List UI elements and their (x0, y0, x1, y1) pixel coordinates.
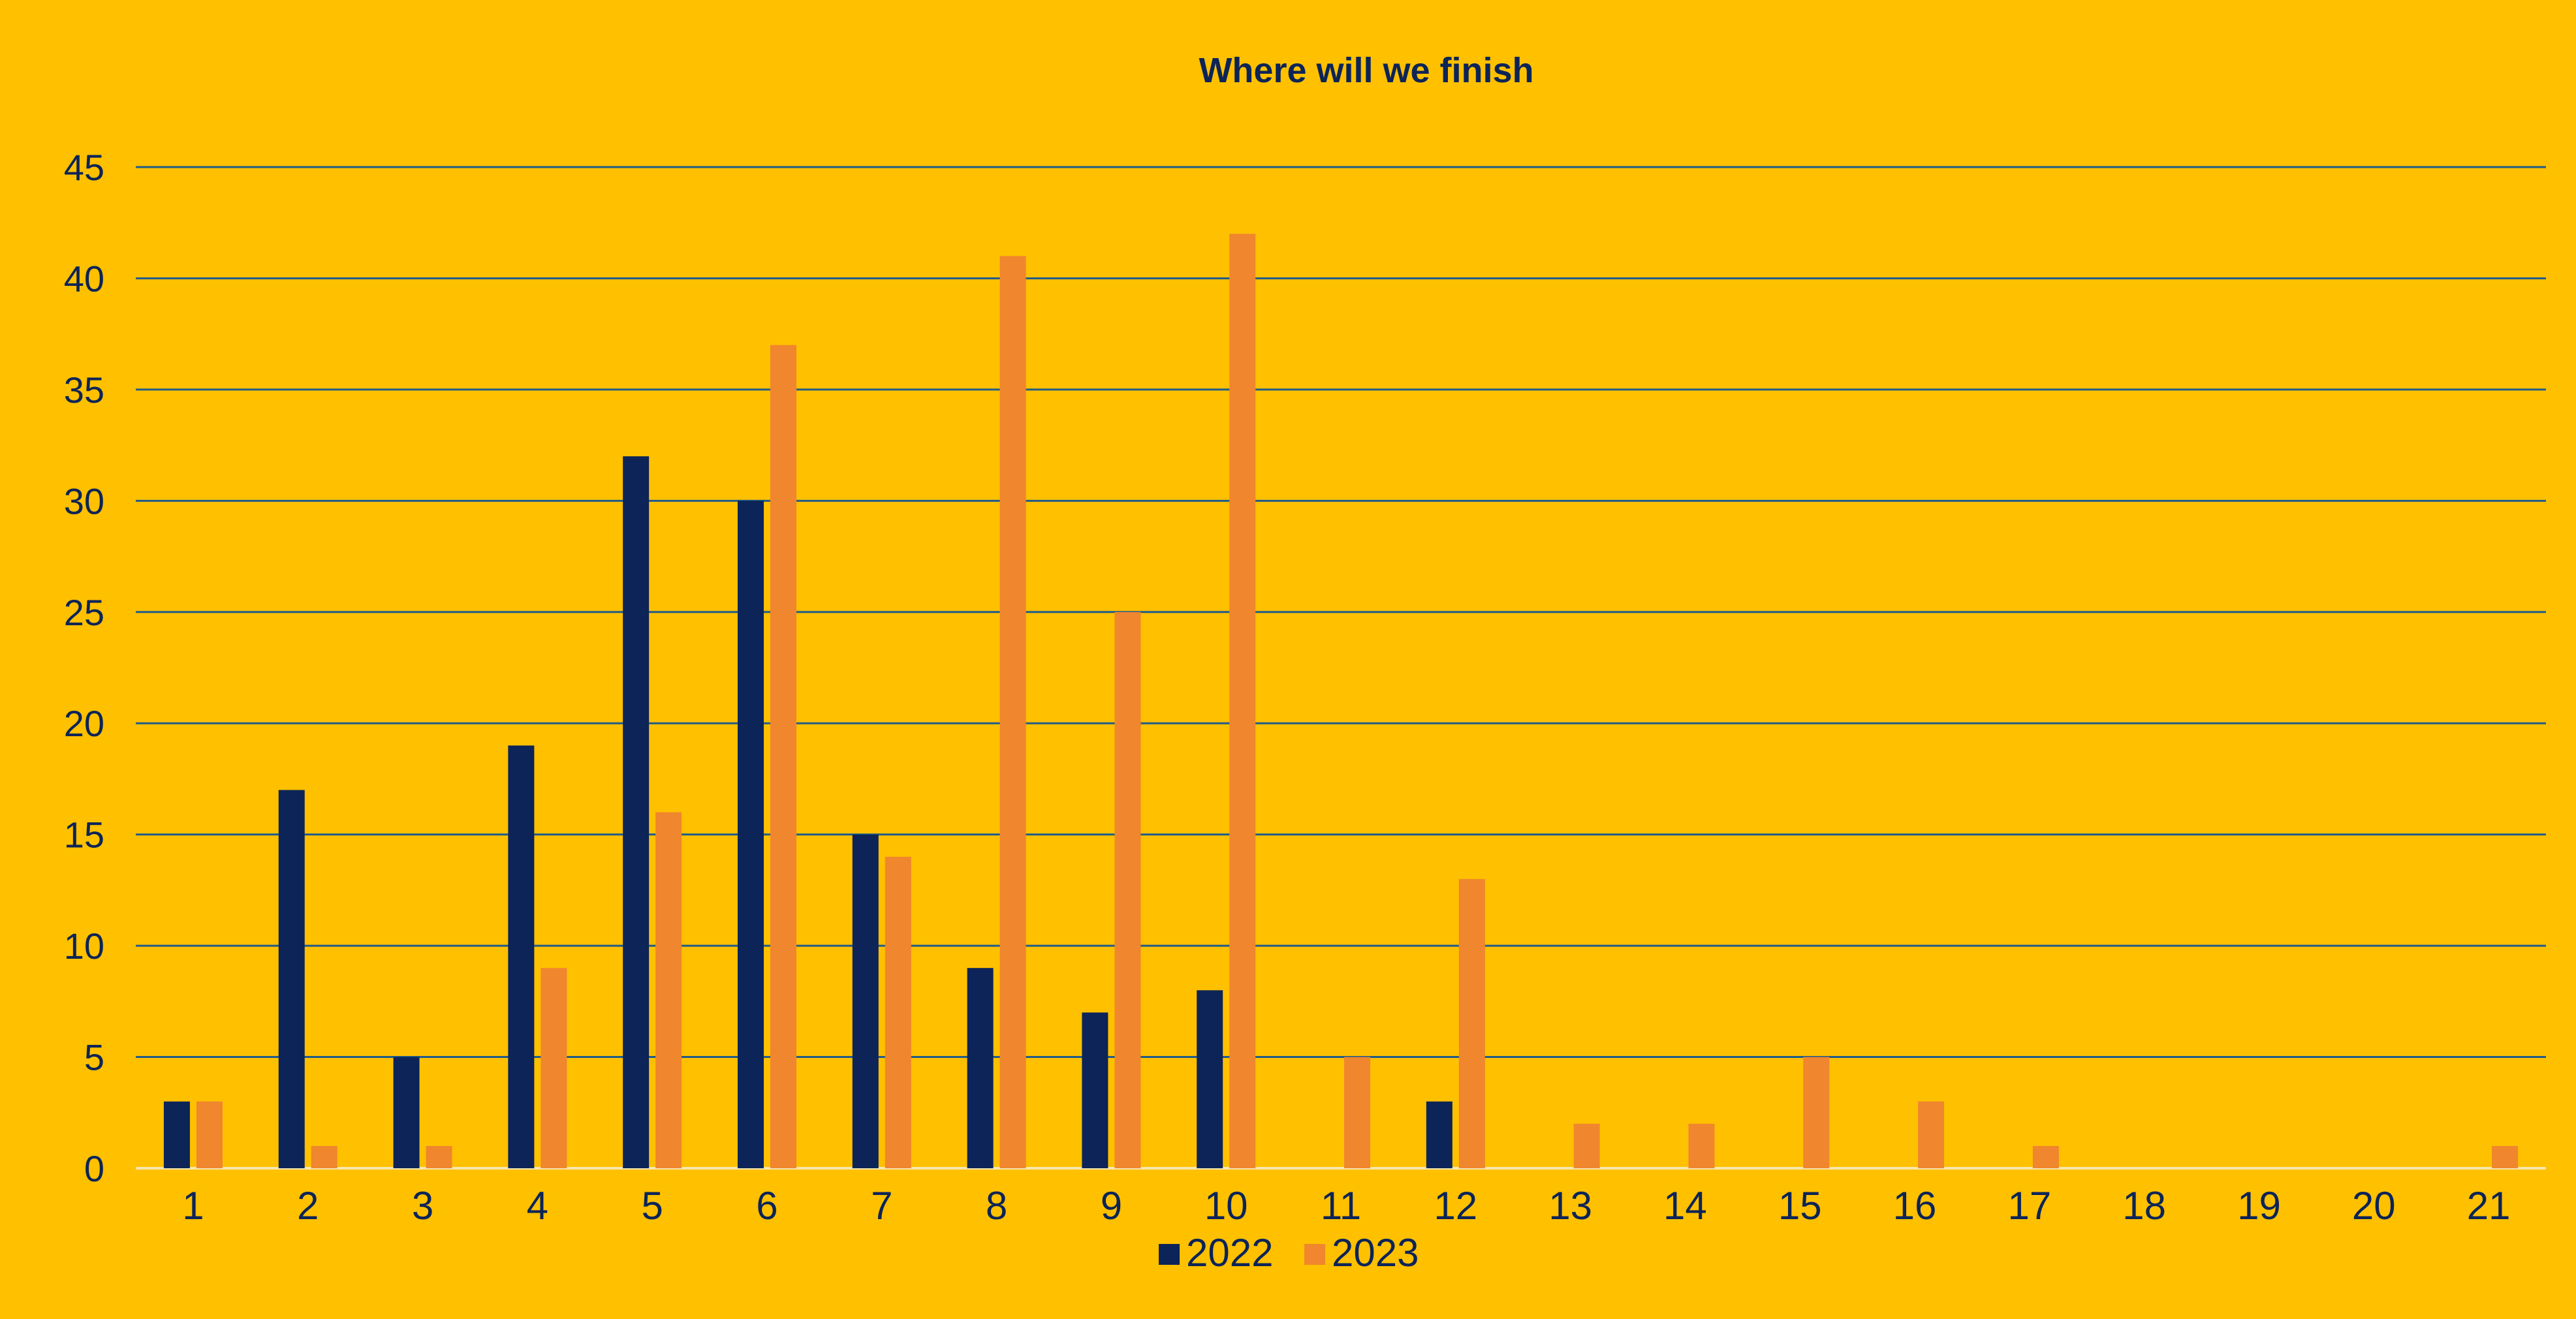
x-tick-label: 3 (412, 1184, 433, 1228)
gridlines (136, 166, 2546, 1170)
x-axis-ticks: 1 2 3 4 5 6 7 8 9 10 11 12 13 14 15 16 17 18 19 20 21 (182, 1184, 2510, 1228)
bars (163, 234, 2519, 1169)
y-tick-label: 20 (64, 703, 104, 744)
bar-2023-7 (885, 856, 911, 1168)
y-tick-label: 5 (84, 1037, 104, 1078)
x-tick-label: 1 (182, 1184, 204, 1228)
y-tick-label: 45 (64, 147, 104, 188)
x-tick-label: 2 (297, 1184, 319, 1228)
bar-2023-14 (1688, 1123, 1715, 1168)
x-tick-label: 18 (2122, 1184, 2166, 1228)
bar-2023-16 (1918, 1101, 1945, 1168)
legend-label-2023: 2023 (1332, 1231, 1419, 1275)
x-tick-label: 7 (871, 1184, 892, 1228)
bar-2023-2 (311, 1145, 338, 1168)
bar-2023-15 (1803, 1057, 1830, 1168)
x-tick-label: 13 (1548, 1184, 1592, 1228)
legend-swatch-2023 (1304, 1244, 1325, 1265)
bar-2023-6 (770, 345, 796, 1168)
bar-2023-13 (1573, 1123, 1600, 1168)
bar-2023-5 (655, 812, 682, 1168)
bar-2023-3 (426, 1145, 452, 1168)
bar-2023-11 (1344, 1057, 1370, 1168)
x-tick-label: 14 (1663, 1184, 1707, 1228)
y-tick-label: 10 (64, 925, 104, 967)
x-tick-label: 8 (986, 1184, 1007, 1228)
bar-2022-7 (852, 834, 879, 1168)
x-tick-label: 6 (756, 1184, 778, 1228)
y-tick-label: 25 (64, 592, 104, 633)
bar-2022-2 (278, 790, 305, 1168)
y-axis-ticks: 0 5 10 15 20 25 30 35 40 45 (64, 147, 104, 1189)
bar-2023-4 (541, 968, 567, 1168)
bar-2022-8 (967, 968, 994, 1168)
y-tick-label: 30 (64, 480, 104, 521)
x-tick-label: 12 (1434, 1184, 1477, 1228)
legend: 2022 2023 (1159, 1231, 1419, 1275)
bar-2023-1 (196, 1101, 223, 1168)
x-tick-label: 17 (2007, 1184, 2051, 1228)
x-tick-label: 15 (1778, 1184, 1822, 1228)
x-tick-label: 20 (2352, 1184, 2396, 1228)
chart-title: Where will we finish (1199, 51, 1533, 90)
bar-2022-1 (163, 1101, 190, 1168)
bar-2022-12 (1426, 1101, 1453, 1168)
x-tick-label: 4 (527, 1184, 548, 1228)
bar-2023-21 (2492, 1145, 2519, 1168)
x-tick-label: 10 (1204, 1184, 1248, 1228)
legend-label-2022: 2022 (1186, 1231, 1273, 1275)
bar-2023-8 (999, 256, 1026, 1168)
bar-2022-10 (1197, 990, 1223, 1168)
bar-2023-10 (1229, 234, 1256, 1169)
bar-2022-6 (737, 501, 764, 1168)
x-tick-label: 9 (1101, 1184, 1122, 1228)
x-tick-label: 21 (2467, 1184, 2511, 1228)
legend-swatch-2022 (1159, 1244, 1180, 1265)
bar-2022-9 (1082, 1012, 1108, 1168)
x-tick-label: 5 (641, 1184, 663, 1228)
bar-2023-9 (1114, 612, 1141, 1168)
bar-2023-12 (1458, 878, 1485, 1168)
y-tick-label: 15 (64, 815, 104, 856)
bar-2022-5 (623, 456, 650, 1169)
bar-2023-17 (2032, 1145, 2059, 1168)
bar-2022-4 (508, 745, 535, 1168)
y-tick-label: 0 (84, 1148, 104, 1189)
y-tick-label: 40 (64, 258, 104, 299)
x-tick-label: 11 (1321, 1184, 1361, 1228)
y-tick-label: 35 (64, 369, 104, 411)
bar-2022-3 (393, 1057, 420, 1168)
x-tick-label: 16 (1893, 1184, 1937, 1228)
x-tick-label: 19 (2237, 1184, 2281, 1228)
